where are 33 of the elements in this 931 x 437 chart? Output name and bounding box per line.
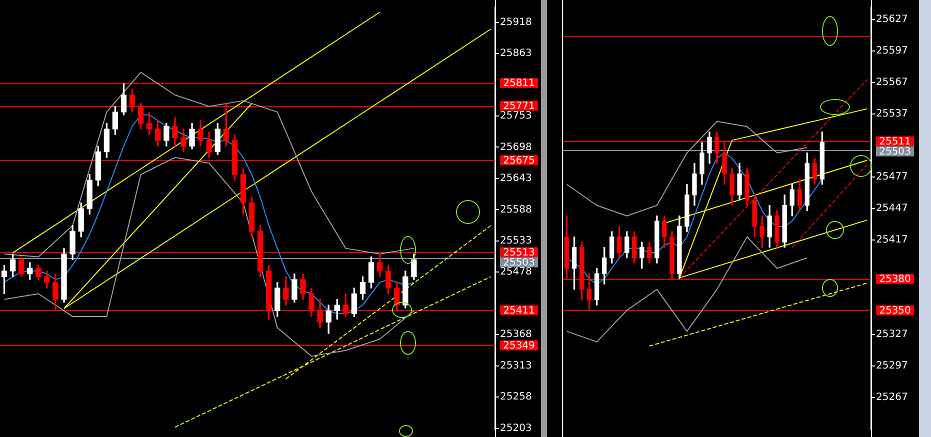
y-tick-label: 25918 [500,16,532,28]
y-tick-label: 25368 [500,329,532,340]
y-tick-label: 25478 [500,266,532,278]
ref-line-label: 25513 [503,247,535,258]
ref-line-label: 25411 [503,305,535,316]
y-tick-label: 25313 [500,360,532,372]
y-tick-label: 25533 [500,236,532,247]
ref-line-label: 25511 [879,136,911,148]
y-tick-label: 25567 [876,77,908,88]
y-tick-label: 25643 [500,173,532,184]
y-tick-label: 25627 [876,14,908,26]
y-tick-label: 25327 [876,329,908,340]
ref-line-label: 25811 [503,78,535,90]
y-tick-label: 25753 [500,110,532,122]
y-tick-label: 25267 [876,392,908,404]
y-tick-label: 25417 [876,234,908,246]
y-tick-label: 25863 [500,48,532,60]
y-tick-label: 25297 [876,360,908,372]
y-tick-label: 25477 [876,172,908,183]
y-tick-label: 25447 [876,203,908,214]
y-tick-label: 25588 [500,204,532,216]
ref-line-label: 25503 [503,257,535,268]
y-tick-label: 25698 [500,142,532,153]
y-tick-label: 25597 [876,46,908,57]
y-tick-label: 25203 [500,422,532,434]
y-tick-label: 25258 [500,392,532,403]
ref-line-label: 25503 [879,146,911,158]
ref-line-label: 25380 [879,274,911,285]
ref-line-label: 25771 [503,100,535,112]
y-tick-label: 25537 [876,108,908,120]
ref-line-label: 25350 [879,305,911,316]
ref-line-label: 25349 [503,340,535,352]
ref-line-label: 25675 [503,155,535,166]
